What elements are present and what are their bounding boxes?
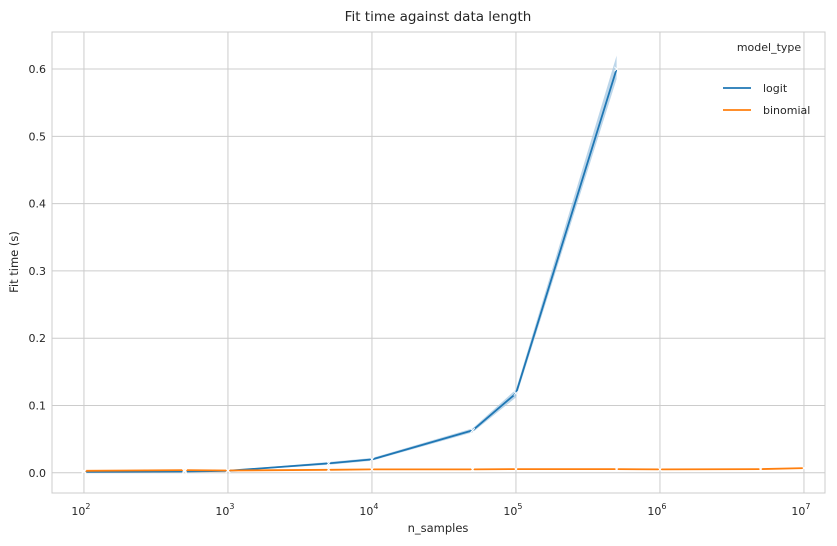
x-tick-base: 10 — [791, 505, 805, 518]
x-tick-labels: 102 103 104 105 106 107 — [71, 502, 810, 518]
data-point-logit — [470, 427, 476, 433]
data-point-stroke — [470, 427, 476, 433]
y-tick-labels: 0.0 0.1 0.2 0.3 0.4 0.5 0.6 — [29, 63, 47, 480]
y-tick-label: 0.2 — [29, 332, 47, 345]
data-point-binomial — [369, 466, 375, 472]
x-tick-label: 102 — [71, 502, 90, 518]
data-point-logit — [81, 469, 87, 475]
legend-label-logit: logit — [763, 82, 788, 95]
data-point-stroke — [470, 466, 476, 472]
data-point-binomial — [758, 466, 764, 472]
x-axis-label: n_samples — [408, 521, 469, 535]
data-point-stroke — [758, 466, 764, 472]
legend: model_type logit binomial — [723, 41, 810, 117]
data-point-stroke — [326, 467, 332, 473]
x-tick-label: 106 — [647, 502, 666, 518]
data-point-binomial — [614, 466, 620, 472]
data-point-binomial — [225, 467, 231, 474]
x-tick-base: 10 — [647, 505, 661, 518]
x-tick-exponent: 6 — [661, 502, 666, 511]
x-tick-exponent: 2 — [85, 502, 90, 511]
series-band-logit — [83, 55, 617, 472]
y-tick-label: 0.0 — [29, 467, 47, 480]
data-point-stroke — [513, 466, 519, 472]
data-point-stroke — [513, 390, 519, 396]
x-tick-label: 104 — [359, 502, 378, 518]
data-point-binomial — [657, 466, 663, 472]
data-point-stroke — [81, 469, 87, 475]
point-layer — [81, 66, 807, 475]
line-layer — [83, 68, 805, 473]
data-point-binomial — [182, 467, 188, 473]
data-point-logit — [369, 456, 375, 462]
band-layer — [83, 55, 804, 472]
x-tick-base: 10 — [503, 505, 517, 518]
x-tick-exponent: 4 — [373, 502, 378, 511]
x-tick-base: 10 — [359, 505, 373, 518]
data-point-logit — [614, 66, 620, 72]
x-tick-exponent: 5 — [517, 502, 522, 511]
data-point-stroke — [81, 468, 87, 474]
x-tick-base: 10 — [71, 505, 85, 518]
y-tick-label: 0.1 — [29, 400, 47, 413]
data-point-binomial — [81, 468, 87, 474]
y-axis-label: Fit time (s) — [7, 231, 21, 293]
data-point-stroke — [182, 467, 188, 473]
grid-layer — [52, 32, 825, 493]
data-point-logit — [326, 460, 332, 466]
data-point-binomial — [801, 465, 807, 471]
x-tick-label: 103 — [215, 502, 234, 518]
y-tick-label: 0.4 — [29, 198, 47, 211]
data-point-stroke — [225, 467, 231, 474]
data-point-binomial — [326, 467, 332, 473]
x-tick-base: 10 — [215, 505, 229, 518]
x-tick-exponent: 3 — [229, 502, 234, 511]
data-point-stroke — [182, 468, 188, 475]
y-tick-label: 0.6 — [29, 63, 47, 76]
plot-frame — [51, 31, 826, 494]
y-tick-label: 0.5 — [29, 130, 47, 143]
chart-title: Fit time against data length — [345, 9, 532, 25]
data-point-stroke — [369, 456, 375, 462]
data-point-stroke — [369, 466, 375, 472]
data-point-binomial — [470, 466, 476, 472]
legend-title: model_type — [737, 41, 802, 54]
series-line-logit — [83, 68, 618, 473]
data-point-binomial — [513, 466, 519, 472]
data-point-stroke — [614, 466, 620, 472]
x-tick-exponent: 7 — [805, 502, 810, 511]
data-point-logit — [182, 468, 188, 475]
x-tick-label: 105 — [503, 502, 522, 518]
data-point-stroke — [326, 460, 332, 466]
x-tick-label: 107 — [791, 502, 810, 518]
legend-items: logit binomial — [723, 82, 810, 117]
y-tick-label: 0.3 — [29, 265, 47, 278]
data-point-stroke — [657, 466, 663, 472]
data-point-stroke — [801, 465, 807, 471]
data-point-stroke — [614, 66, 620, 72]
legend-label-binomial: binomial — [763, 104, 810, 117]
data-point-logit — [513, 390, 519, 396]
series-line-binomial — [83, 467, 805, 472]
